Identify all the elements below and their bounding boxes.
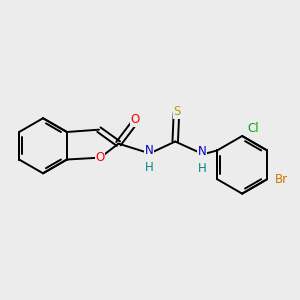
Text: H: H [198, 162, 207, 175]
Text: O: O [131, 113, 140, 126]
Text: S: S [174, 105, 181, 119]
Text: O: O [96, 151, 105, 164]
Text: H: H [145, 161, 153, 174]
Text: Br: Br [275, 173, 289, 186]
Text: Cl: Cl [247, 122, 259, 135]
Text: N: N [145, 144, 153, 157]
Text: N: N [198, 145, 207, 158]
